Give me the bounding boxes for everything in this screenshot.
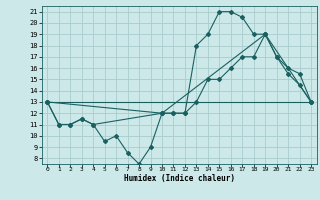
X-axis label: Humidex (Indice chaleur): Humidex (Indice chaleur) bbox=[124, 174, 235, 183]
